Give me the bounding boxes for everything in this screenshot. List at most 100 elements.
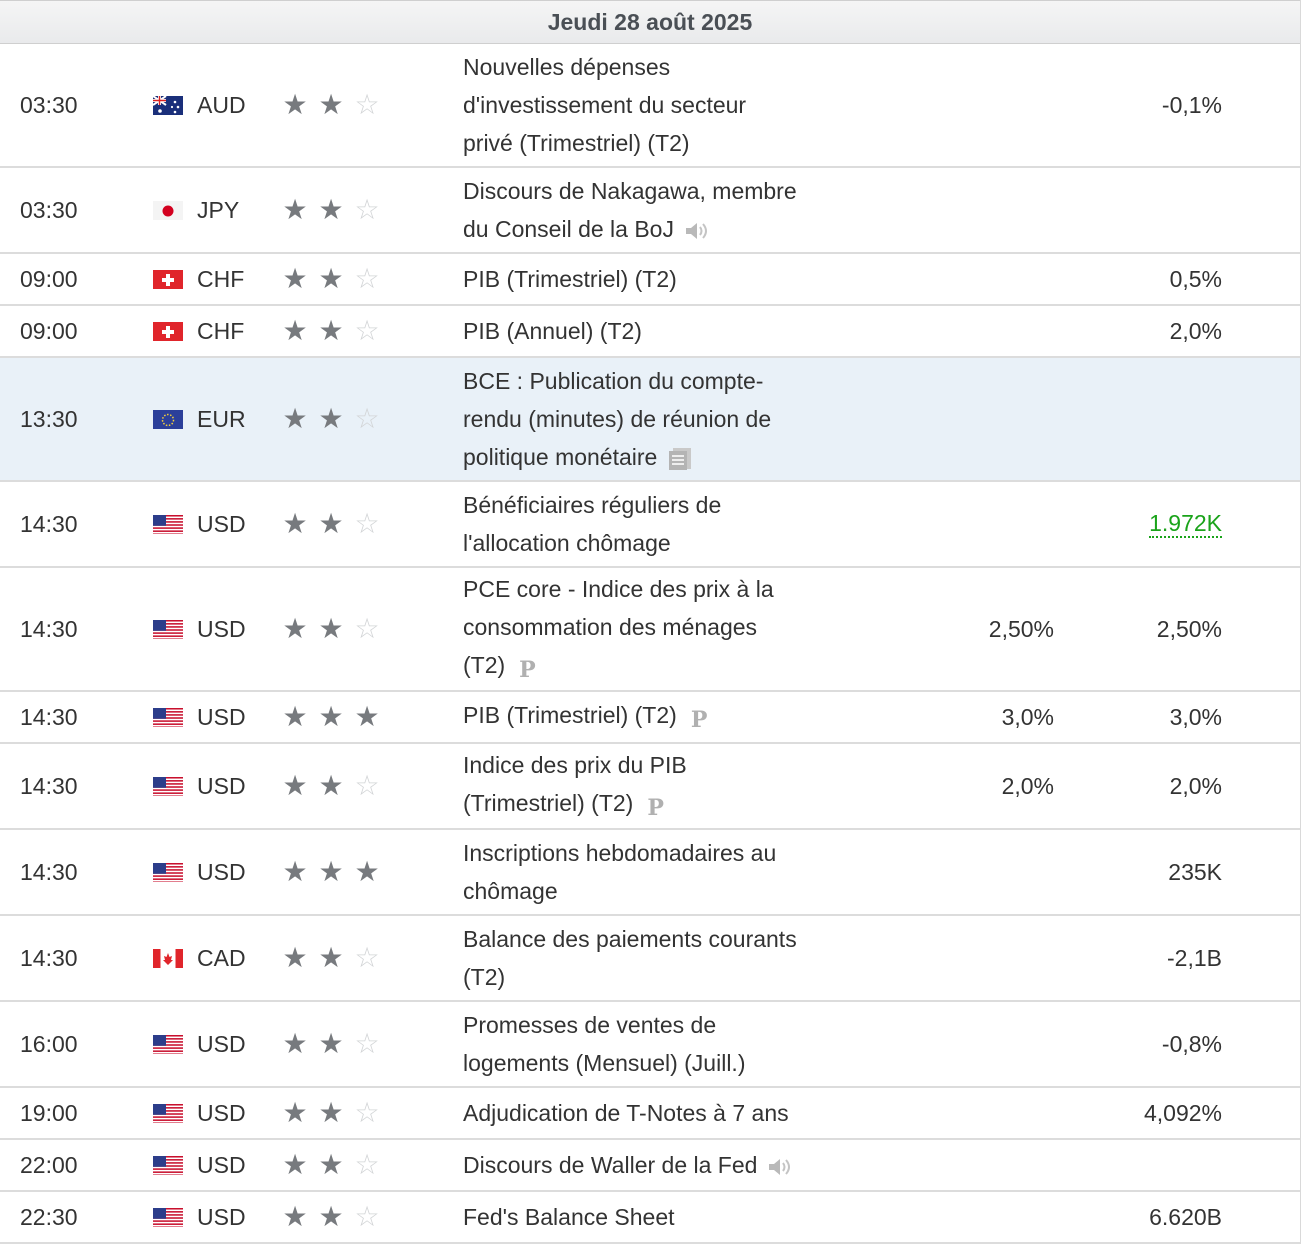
star-filled-icon: ★: [318, 1028, 344, 1059]
star-filled-icon: ★: [318, 89, 344, 120]
event-row[interactable]: 14:30 CAD ★ ★ ☆ Balance des paiements courant…: [0, 916, 1300, 1002]
event-title[interactable]: BCE : Publication du compte-rendu (minut…: [463, 362, 823, 476]
event-title[interactable]: Discours de Waller de la Fed: [463, 1146, 823, 1184]
event-row[interactable]: 13:30 EUR ★ ★ ☆ BCE : Publication du compte-r…: [0, 358, 1300, 482]
event-currency: USD: [197, 615, 246, 642]
importance-rating: ★ ★ ☆: [281, 510, 381, 538]
event-currency: USD: [197, 772, 246, 799]
star-empty-icon: ☆: [354, 194, 380, 225]
us-flag-icon: [153, 1034, 183, 1054]
star-filled-icon: ★: [318, 508, 344, 539]
event-title-line: PIB (Trimestriel) (T2) P: [463, 696, 823, 739]
event-title-text: consommation des ménages: [463, 613, 758, 640]
star-empty-icon: ☆: [354, 613, 380, 644]
event-row[interactable]: 19:00 USD ★ ★ ☆ Adjudication de T-Notes à 7 a…: [0, 1088, 1300, 1140]
event-title[interactable]: Nouvelles dépenses d'investissement du se…: [463, 48, 823, 162]
event-row[interactable]: 14:30 USD ★ ★ ☆ Indice des prix du PIB (Trimes…: [0, 744, 1300, 830]
us-flag-icon: [153, 619, 183, 639]
event-row[interactable]: 22:00 USD ★ ★ ☆ Discours de Waller de la Fed: [0, 1140, 1300, 1192]
event-row[interactable]: 03:30 JPY ★ ★ ☆ Discours de Nakagawa, membre d…: [0, 168, 1300, 254]
star-filled-icon: ★: [282, 315, 308, 346]
event-title-text: logements (Mensuel) (Juill.): [463, 1050, 746, 1076]
event-title[interactable]: Discours de Nakagawa, membre du Conseil d…: [463, 172, 823, 248]
event-previous: 6.620B: [1149, 1203, 1222, 1230]
eu-flag-icon: [153, 409, 183, 429]
event-row[interactable]: 14:30 USD ★ ★ ★ PIB (Trimestriel) (T2) P 3,0% 3,…: [0, 692, 1300, 744]
event-title-text: Inscriptions hebdomadaires au: [463, 840, 777, 866]
event-currency: CHF: [197, 317, 245, 344]
event-title-text: PIB (Trimestriel) (T2): [463, 701, 677, 728]
star-filled-icon: ★: [354, 701, 380, 732]
event-title[interactable]: PIB (Trimestriel) (T2): [463, 260, 823, 298]
event-title[interactable]: PIB (Trimestriel) (T2) P: [463, 696, 823, 739]
event-title-text: Discours de Waller de la Fed: [463, 1152, 758, 1178]
event-title[interactable]: Bénéficiaires réguliers de l'allocation c…: [463, 486, 823, 562]
event-title[interactable]: Inscriptions hebdomadaires au chômage: [463, 834, 823, 910]
event-currency: USD: [197, 1203, 246, 1230]
event-currency: USD: [197, 858, 246, 885]
event-title[interactable]: PCE core - Indice des prix à la consommat…: [463, 570, 823, 689]
ca-flag-icon: [153, 948, 183, 968]
event-title-line: Promesses de ventes de: [463, 1006, 823, 1044]
event-title-text: Fed's Balance Sheet: [463, 1204, 675, 1230]
event-previous: 3,0%: [1169, 703, 1222, 730]
event-previous: -0,8%: [1161, 1030, 1222, 1057]
event-title[interactable]: Balance des paiements courants (T2): [463, 920, 823, 996]
event-currency: AUD: [197, 91, 246, 118]
event-title-line: Inscriptions hebdomadaires au: [463, 834, 823, 872]
event-row[interactable]: 09:00 CHF ★ ★ ☆ PIB (Annuel) (T2) 2,0%: [0, 306, 1300, 358]
star-filled-icon: ★: [318, 194, 344, 225]
event-title-line: PIB (Trimestriel) (T2): [463, 260, 823, 298]
event-row[interactable]: 14:30 USD ★ ★ ☆ PCE core - Indice des prix à …: [0, 568, 1300, 692]
ch-flag-icon: [153, 269, 183, 289]
event-row[interactable]: 14:30 USD ★ ★ ★ Inscriptions hebdomadaires au…: [0, 830, 1300, 916]
importance-rating: ★ ★ ☆: [281, 944, 381, 972]
event-title[interactable]: Promesses de ventes de logements (Mensuel…: [463, 1006, 823, 1082]
importance-rating: ★ ★ ☆: [281, 317, 381, 345]
star-filled-icon: ★: [282, 942, 308, 973]
star-empty-icon: ☆: [354, 1149, 380, 1180]
speaker-icon: [674, 216, 710, 242]
star-empty-icon: ☆: [354, 1028, 380, 1059]
event-previous: -2,1B: [1167, 944, 1222, 971]
event-currency: USD: [197, 510, 246, 537]
star-filled-icon: ★: [282, 613, 308, 644]
event-title[interactable]: PIB (Annuel) (T2): [463, 312, 823, 350]
event-time: 14:30: [20, 615, 78, 642]
event-row[interactable]: 14:30 USD ★ ★ ☆ Bénéficiaires réguliers de l'a…: [0, 482, 1300, 568]
event-currency: CAD: [197, 944, 246, 971]
event-time: 09:00: [20, 317, 78, 344]
event-row[interactable]: 16:00 USD ★ ★ ☆ Promesses de ventes de logemen…: [0, 1002, 1300, 1088]
event-title-line: (Trimestriel) (T2) P: [463, 784, 823, 827]
importance-rating: ★ ★ ☆: [281, 1099, 381, 1127]
event-time: 22:00: [20, 1151, 78, 1178]
star-filled-icon: ★: [282, 770, 308, 801]
event-title-line: Fed's Balance Sheet: [463, 1198, 823, 1236]
event-row[interactable]: 03:30 AUD ★ ★ ☆ Nouvelles dépenses d'investiss…: [0, 44, 1300, 168]
au-flag-icon: [153, 95, 183, 115]
star-filled-icon: ★: [282, 701, 308, 732]
event-previous[interactable]: 1.972K: [1149, 510, 1222, 538]
star-filled-icon: ★: [282, 1097, 308, 1128]
event-title[interactable]: Adjudication de T-Notes à 7 ans: [463, 1094, 823, 1132]
star-filled-icon: ★: [282, 403, 308, 434]
event-title-text: (Trimestriel) (T2): [463, 789, 634, 816]
event-title-line: chômage: [463, 872, 823, 910]
event-row[interactable]: 09:00 CHF ★ ★ ☆ PIB (Trimestriel) (T2) 0,5%: [0, 254, 1300, 306]
importance-rating: ★ ★ ☆: [281, 1151, 381, 1179]
event-title[interactable]: Fed's Balance Sheet: [463, 1198, 823, 1236]
event-currency: USD: [197, 1099, 246, 1126]
event-row[interactable]: 22:30 USD ★ ★ ☆ Fed's Balance Sheet 6.620B: [0, 1192, 1300, 1244]
event-title[interactable]: Indice des prix du PIB (Trimestriel) (T2)…: [463, 746, 823, 827]
event-currency: USD: [197, 703, 246, 730]
star-filled-icon: ★: [318, 403, 344, 434]
event-title-line: (T2) P: [463, 646, 823, 689]
star-empty-icon: ☆: [354, 942, 380, 973]
star-empty-icon: ☆: [354, 315, 380, 346]
event-time: 14:30: [20, 944, 78, 971]
event-title-text: BCE : Publication du compte-: [463, 368, 764, 394]
event-forecast: 3,0%: [1001, 703, 1054, 730]
event-forecast: 2,50%: [988, 615, 1054, 642]
us-flag-icon: [153, 862, 183, 882]
